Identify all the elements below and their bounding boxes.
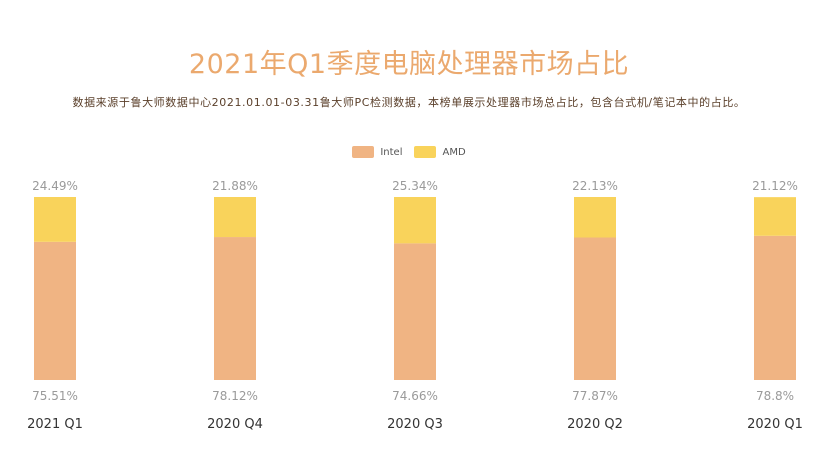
chart-subtitle: 数据来源于鲁大师数据中心2021.01.01-03.31鲁大师PC检测数据，本榜…	[72, 96, 746, 109]
bar-intel-1[interactable]	[214, 237, 256, 380]
bar-amd-1[interactable]	[214, 197, 256, 238]
chart-title: 2021年Q1季度电脑处理器市场占比	[188, 49, 630, 80]
data-label-intel-3: 77.87%	[572, 389, 618, 403]
bar-amd-0[interactable]	[34, 197, 76, 242]
data-label-amd-4: 21.12%	[752, 179, 798, 193]
legend-item-intel[interactable]: Intel	[352, 146, 402, 158]
data-label-amd-0: 24.49%	[32, 179, 78, 193]
bar-amd-4[interactable]	[754, 197, 796, 236]
x-tick-label-1: 2020 Q4	[207, 417, 263, 432]
x-tick-label-4: 2020 Q1	[747, 417, 803, 432]
x-tick-label-3: 2020 Q2	[567, 417, 623, 432]
x-tick-label-2: 2020 Q3	[387, 417, 443, 432]
bar-intel-0[interactable]	[34, 241, 76, 380]
legend-label-intel: Intel	[380, 146, 403, 158]
bar-amd-2[interactable]	[394, 197, 436, 244]
data-label-amd-1: 21.88%	[212, 179, 258, 193]
bar-amd-3[interactable]	[574, 197, 616, 238]
legend: Intel AMD	[0, 146, 818, 158]
data-label-amd-2: 25.34%	[392, 179, 438, 193]
data-label-intel-1: 78.12%	[212, 389, 258, 403]
bar-intel-4[interactable]	[754, 235, 796, 380]
bar-intel-2[interactable]	[394, 243, 436, 380]
legend-swatch-amd	[414, 146, 437, 158]
legend-label-amd: AMD	[442, 146, 466, 158]
data-label-amd-3: 22.13%	[572, 179, 618, 193]
data-label-intel-4: 78.8%	[756, 389, 794, 403]
data-label-intel-0: 75.51%	[32, 389, 78, 403]
bar-intel-3[interactable]	[574, 237, 616, 380]
legend-swatch-intel	[352, 146, 375, 158]
legend-item-amd[interactable]: AMD	[414, 146, 466, 158]
data-label-intel-2: 74.66%	[392, 389, 438, 403]
x-tick-label-0: 2021 Q1	[27, 417, 83, 432]
